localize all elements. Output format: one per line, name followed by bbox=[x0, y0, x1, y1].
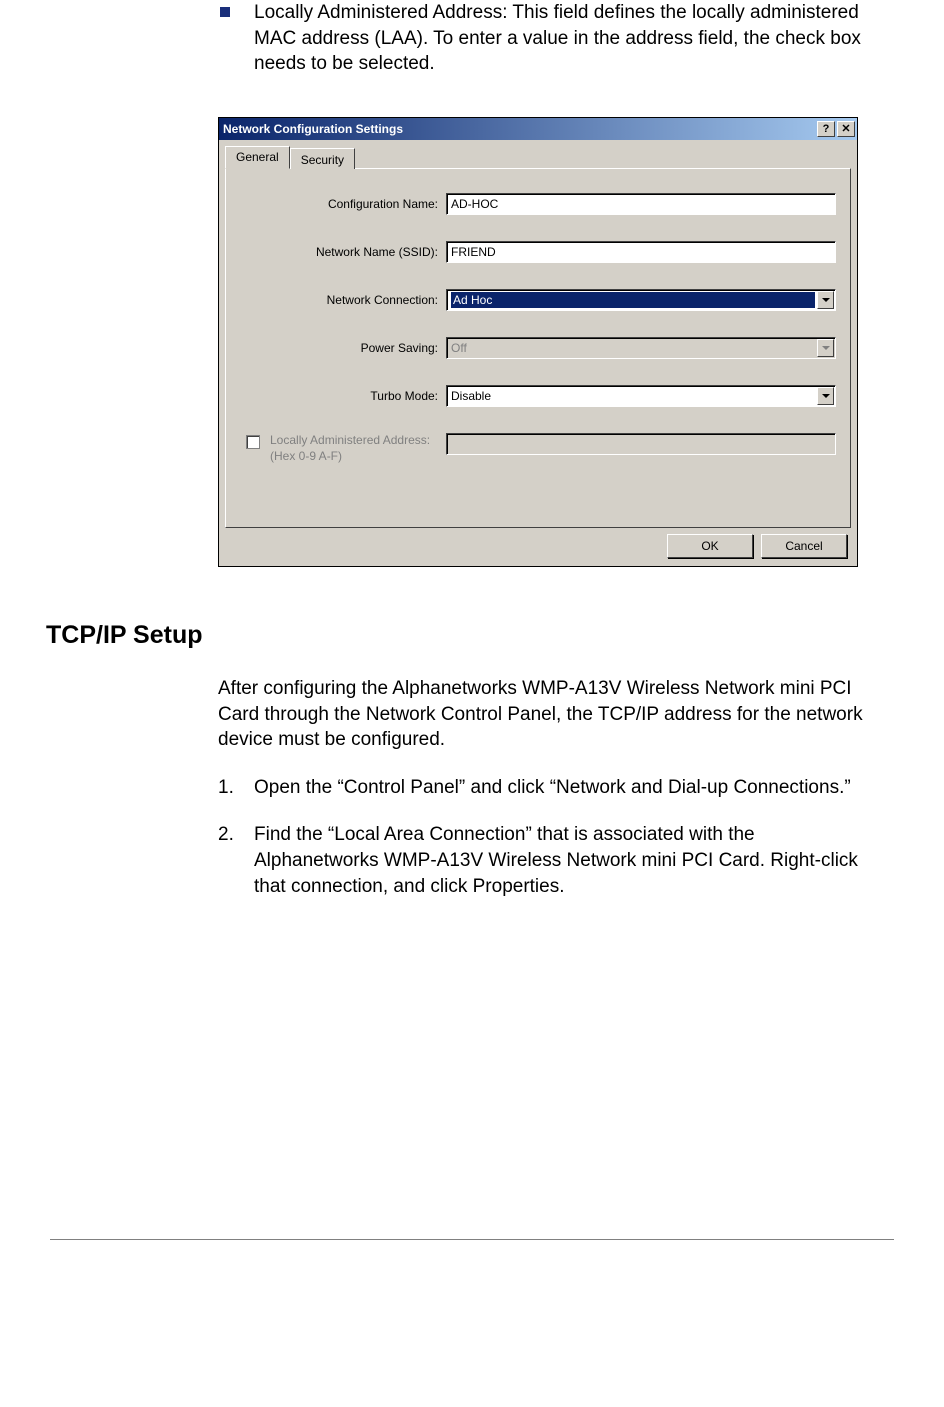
ssid-input[interactable]: FRIEND bbox=[446, 241, 836, 263]
help-icon: ? bbox=[823, 123, 830, 135]
bullet-item: Locally Administered Address: This field… bbox=[220, 0, 904, 77]
ssid-label: Network Name (SSID): bbox=[240, 245, 446, 259]
ok-button[interactable]: OK bbox=[667, 534, 753, 558]
dialog-title: Network Configuration Settings bbox=[223, 122, 815, 136]
section-heading: TCP/IP Setup bbox=[46, 621, 904, 650]
power-select: Off bbox=[446, 337, 836, 359]
step-text: Find the “Local Area Connection” that is… bbox=[254, 822, 874, 899]
intro-paragraph: After configuring the Alphanetworks WMP-… bbox=[218, 676, 904, 753]
bullet-square-icon bbox=[220, 7, 230, 17]
step-number: 2. bbox=[218, 822, 254, 899]
step-text: Open the “Control Panel” and click “Netw… bbox=[254, 775, 874, 801]
tab-general[interactable]: General bbox=[225, 146, 290, 169]
chevron-down-icon bbox=[817, 339, 834, 357]
tabstrip: General Security bbox=[225, 146, 851, 168]
tab-security[interactable]: Security bbox=[290, 148, 355, 169]
turbo-select[interactable]: Disable bbox=[446, 385, 836, 407]
list-item: 1. Open the “Control Panel” and click “N… bbox=[218, 775, 904, 801]
list-item: 2. Find the “Local Area Connection” that… bbox=[218, 822, 904, 899]
dialog-titlebar: Network Configuration Settings ? ✕ bbox=[219, 118, 857, 140]
step-number: 1. bbox=[218, 775, 254, 801]
config-name-input[interactable]: AD-HOC bbox=[446, 193, 836, 215]
config-name-value: AD-HOC bbox=[451, 197, 498, 211]
power-value: Off bbox=[451, 341, 467, 355]
footer-divider bbox=[50, 1239, 894, 1240]
power-label: Power Saving: bbox=[240, 341, 446, 355]
connection-label: Network Connection: bbox=[240, 293, 446, 307]
turbo-value: Disable bbox=[451, 389, 491, 403]
close-button[interactable]: ✕ bbox=[837, 121, 855, 137]
laa-checkbox[interactable] bbox=[246, 435, 260, 449]
network-config-dialog: Network Configuration Settings ? ✕ Gener… bbox=[218, 117, 858, 567]
chevron-down-icon[interactable] bbox=[817, 291, 834, 309]
cancel-button[interactable]: Cancel bbox=[761, 534, 847, 558]
chevron-down-icon[interactable] bbox=[817, 387, 834, 405]
connection-select[interactable]: Ad Hoc bbox=[446, 289, 836, 311]
turbo-label: Turbo Mode: bbox=[240, 389, 446, 403]
connection-value: Ad Hoc bbox=[451, 292, 815, 308]
laa-label: Locally Administered Address: (Hex 0-9 A… bbox=[270, 433, 446, 464]
tab-panel-general: Configuration Name: AD-HOC Network Name … bbox=[225, 168, 851, 528]
close-icon: ✕ bbox=[841, 122, 850, 135]
help-button[interactable]: ? bbox=[817, 121, 835, 137]
laa-input bbox=[446, 433, 836, 455]
bullet-text: Locally Administered Address: This field… bbox=[254, 0, 904, 77]
config-name-label: Configuration Name: bbox=[240, 197, 446, 211]
ssid-value: FRIEND bbox=[451, 245, 496, 259]
